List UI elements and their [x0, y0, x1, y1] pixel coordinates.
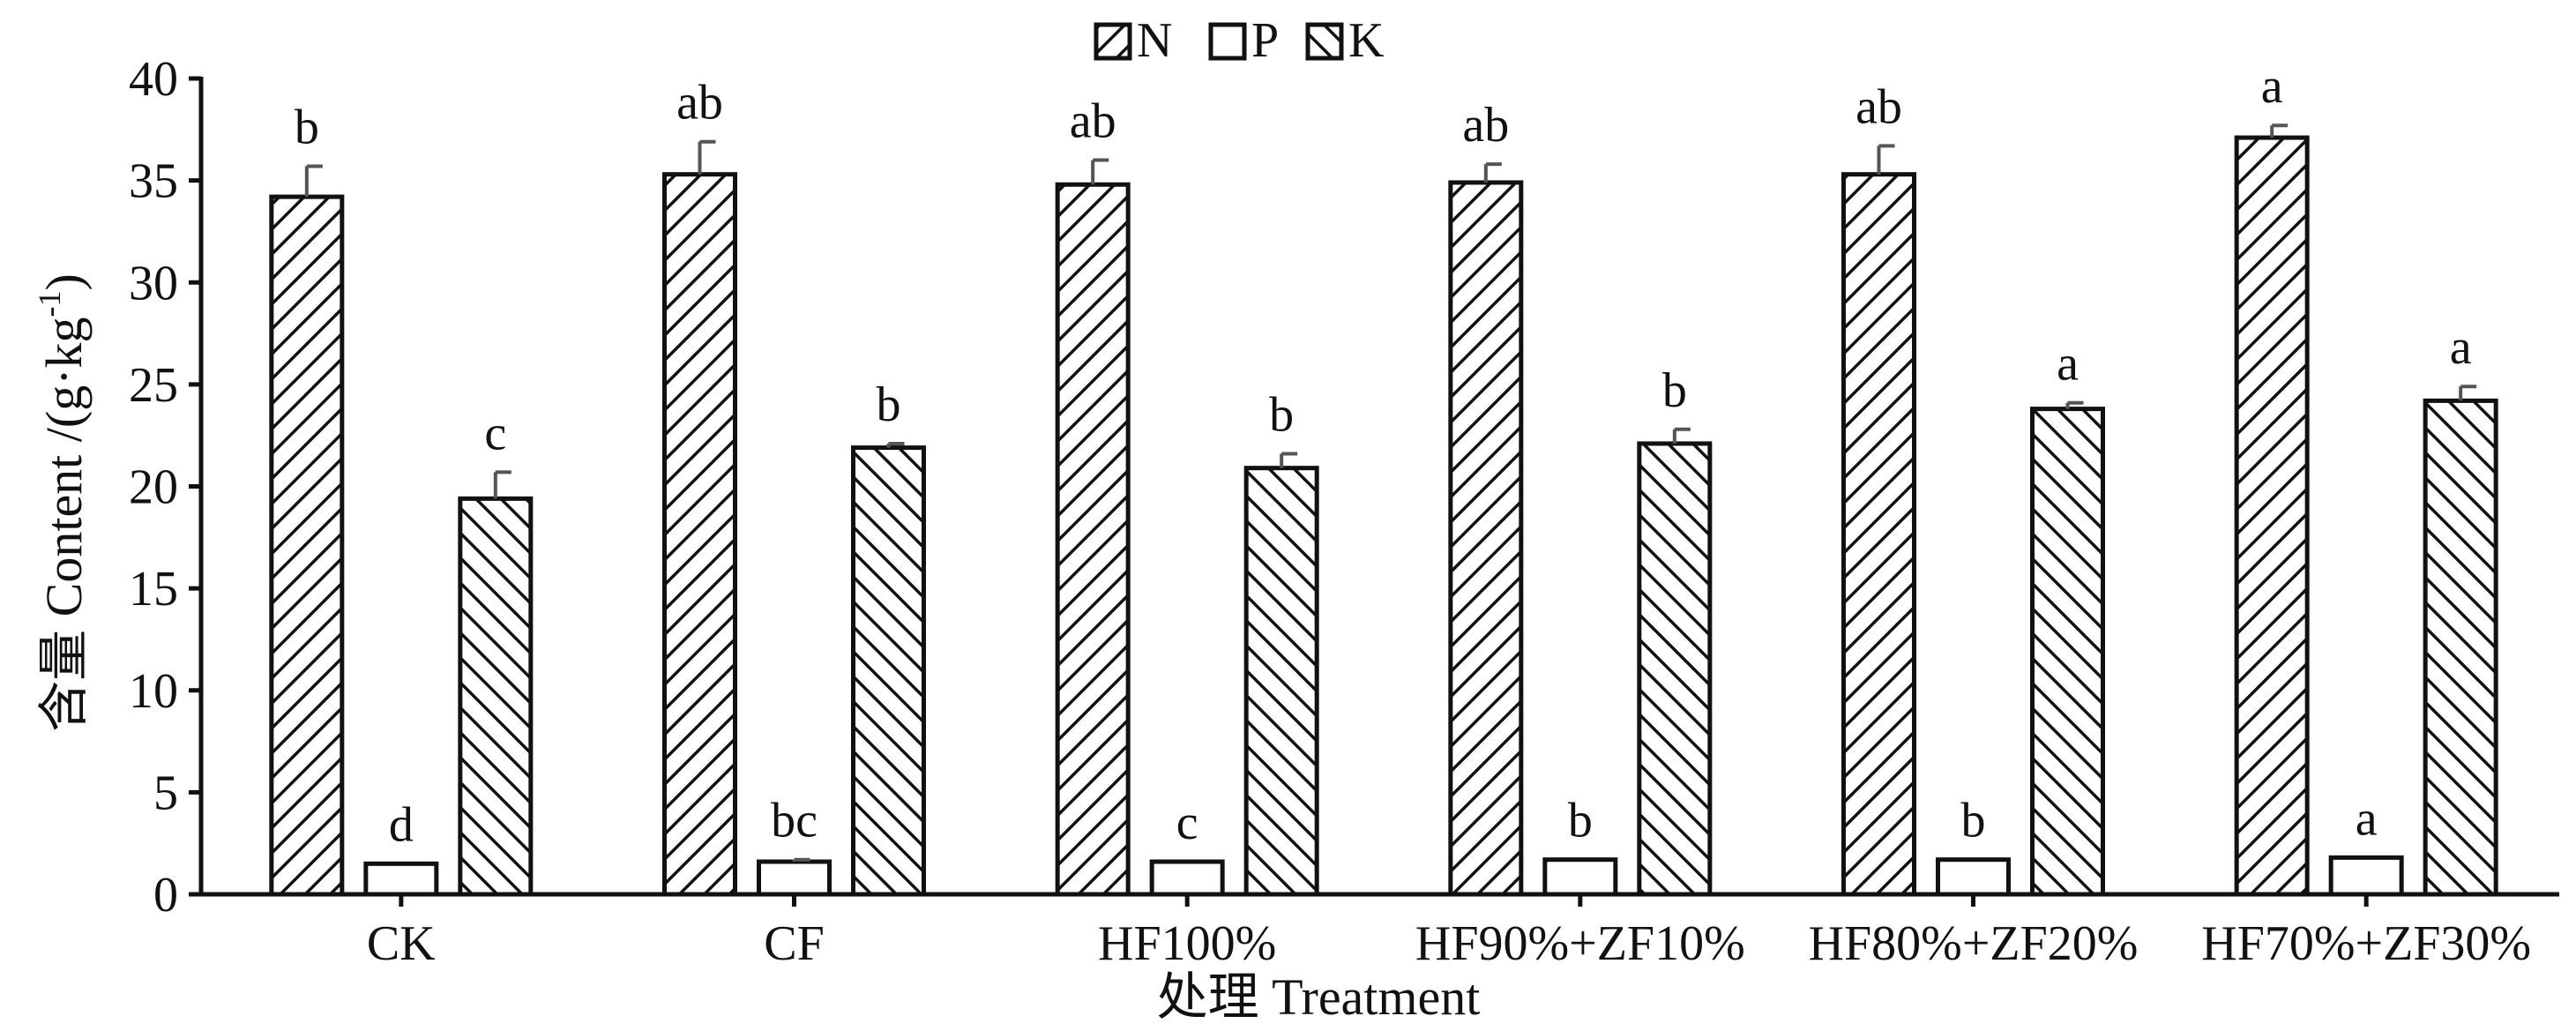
bar-p	[363, 861, 439, 897]
error-bars	[304, 123, 2477, 862]
x-category-labels: CK CF HF100% HF90%+ZF10% HF80%+ZF20% HF70%+ZF…	[367, 916, 2531, 971]
bar-k	[2030, 407, 2105, 897]
x-category-label: HF70%+ZF30%	[2201, 916, 2531, 971]
x-axis-title: 处理 Treatment	[1157, 968, 1481, 1026]
y-tick-label: 10	[129, 664, 178, 719]
legend-swatch-n	[1094, 22, 1132, 61]
bar-k	[1637, 441, 1713, 897]
bars	[269, 135, 2498, 897]
y-tick-label: 25	[129, 358, 178, 413]
bar-n	[1448, 180, 1524, 897]
legend-swatch-k	[1305, 22, 1344, 61]
y-axis-title: 含量 Content /(g·kg-1)	[32, 273, 93, 732]
x-category-label: HF100%	[1098, 916, 1276, 971]
legend: N P K	[1094, 13, 1384, 68]
bar-k	[851, 445, 926, 897]
significance-label: c	[484, 406, 506, 460]
significance-label: ab	[1462, 98, 1509, 153]
significance-label: a	[2261, 59, 2283, 114]
bar-k	[1243, 466, 1319, 897]
significance-label: b	[1568, 794, 1593, 848]
y-tick-label: 5	[153, 766, 178, 820]
bar-k	[458, 496, 534, 897]
y-tick-label: 0	[153, 868, 178, 923]
bar-n	[662, 172, 737, 897]
y-tick-label: 40	[129, 52, 178, 107]
legend-label-p: P	[1251, 13, 1279, 68]
bar-p	[1149, 859, 1225, 897]
bar-p	[1936, 857, 2011, 897]
significance-label: bc	[771, 794, 818, 848]
significance-label: a	[2057, 337, 2079, 392]
significance-label: a	[2356, 791, 2378, 846]
axes	[189, 76, 2559, 907]
significance-label: ab	[1855, 79, 1902, 134]
significance-label: c	[1176, 796, 1198, 850]
y-tick-label: 30	[129, 256, 178, 310]
bar-n	[1055, 182, 1131, 897]
legend-label-k: K	[1348, 13, 1384, 68]
y-tick-labels: 0 5 10 15 20 25 30 35 40	[129, 52, 178, 923]
bar-k	[2423, 398, 2498, 897]
bar-p	[1542, 857, 1618, 897]
legend-swatch-p	[1208, 22, 1247, 61]
significance-label: ab	[1070, 94, 1116, 149]
significance-label: a	[2450, 320, 2472, 375]
significance-label: d	[389, 797, 414, 852]
bar-n	[1841, 172, 1916, 897]
y-tick-label: 15	[129, 562, 178, 616]
significance-label: b	[877, 377, 901, 432]
significance-label: b	[295, 100, 319, 154]
significance-label: b	[1269, 388, 1294, 443]
bar-p	[2328, 855, 2404, 897]
x-category-label: CF	[764, 916, 825, 971]
y-tick-label: 35	[129, 154, 178, 209]
x-category-label: HF90%+ZF10%	[1415, 916, 1745, 971]
legend-label-n: N	[1137, 13, 1172, 68]
bar-n	[269, 194, 345, 897]
significance-label: b	[1961, 794, 1986, 848]
y-tick-label: 20	[129, 460, 178, 515]
bar-p	[757, 859, 832, 897]
bar-n	[2234, 135, 2310, 897]
significance-labels: b d c ab bc b ab c b ab b b ab b a a a a	[295, 59, 2472, 852]
x-category-label: HF80%+ZF20%	[1809, 916, 2139, 971]
significance-label: b	[1662, 363, 1687, 418]
x-category-label: CK	[367, 916, 436, 971]
significance-label: ab	[676, 76, 723, 131]
